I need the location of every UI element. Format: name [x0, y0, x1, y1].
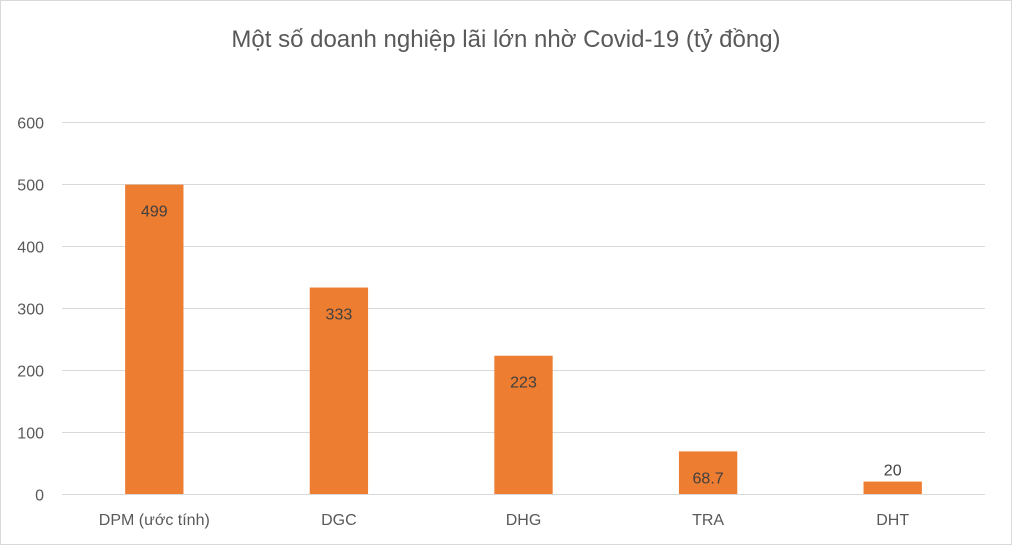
- y-tick-label: 400: [17, 240, 44, 257]
- data-labels: 499 333 223 68.7 20: [141, 204, 902, 488]
- x-tick-label: DGC: [321, 512, 357, 529]
- x-tick-label: DPM (ước tính): [99, 512, 210, 529]
- bar: [494, 355, 553, 494]
- chart-title: Một số doanh nghiệp lãi lớn nhờ Covid-19…: [231, 26, 781, 53]
- data-label: 20: [884, 463, 902, 480]
- y-axis-ticks: 0 100 200 300 400 500 600: [17, 116, 44, 505]
- x-axis-ticks: DPM (ước tính) DGC DHG TRA DHT: [99, 512, 910, 529]
- bars: [125, 184, 922, 494]
- y-tick-label: 200: [17, 364, 44, 381]
- data-label: 68.7: [693, 470, 724, 487]
- data-label: 499: [141, 204, 168, 221]
- y-tick-label: 600: [17, 116, 44, 133]
- bar: [678, 451, 738, 494]
- bar: [863, 481, 922, 494]
- data-label: 333: [326, 307, 353, 324]
- y-tick-label: 500: [17, 178, 44, 195]
- x-tick-label: DHG: [506, 512, 542, 529]
- y-tick-label: 300: [17, 302, 44, 319]
- bar: [125, 184, 184, 494]
- y-tick-label: 0: [35, 488, 44, 505]
- x-tick-label: DHT: [876, 512, 909, 529]
- data-label: 223: [510, 375, 537, 392]
- bar: [309, 287, 369, 494]
- x-tick-label: TRA: [692, 512, 724, 529]
- y-tick-label: 100: [17, 426, 44, 443]
